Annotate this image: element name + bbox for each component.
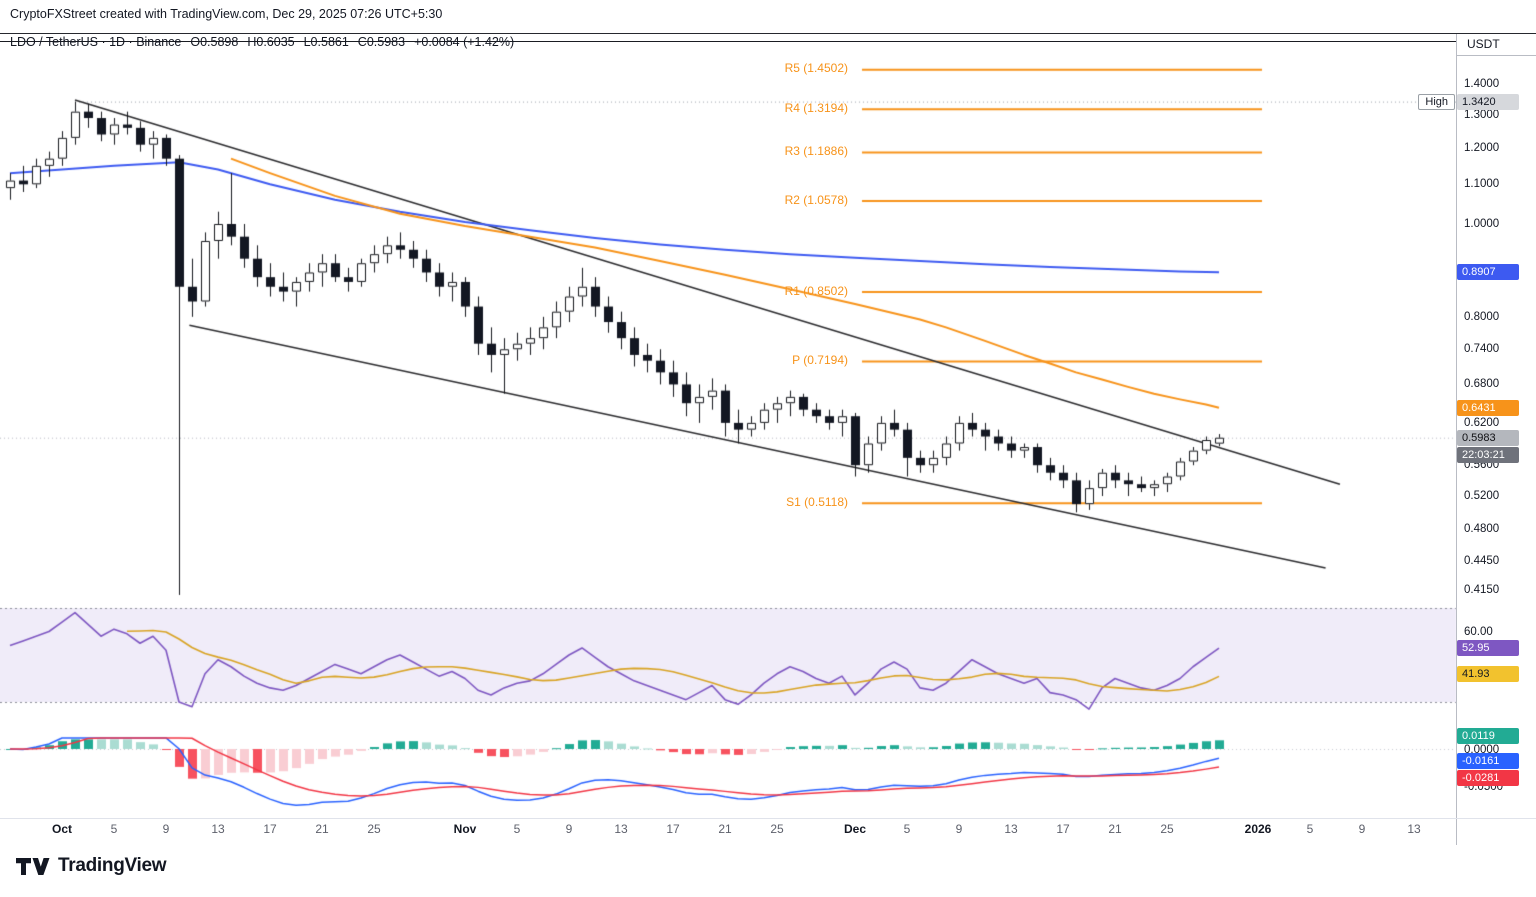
price-axis-label: 0.7400 (1464, 343, 1500, 356)
time-axis-label: Oct (51, 822, 73, 836)
orange-ma-price-badge: 0.6431 (1457, 399, 1519, 416)
time-axis-label: 13 (1407, 822, 1421, 836)
macd-value-badge: -0.0161 (1457, 752, 1519, 769)
tradingview-logo-text: TradingView (58, 855, 167, 876)
price-axis-label: 1.4000 (1464, 78, 1500, 90)
pivot-level-label: R2 (1.0578) (784, 192, 848, 207)
time-axis-label: 2026 (1244, 822, 1272, 836)
macd-hist-value-badge: 0.0119 (1457, 728, 1519, 745)
open-value: O0.5898 (190, 35, 239, 49)
price-axis-label: 1.3000 (1464, 108, 1500, 121)
time-axis-label: 21 (1108, 822, 1122, 836)
symbol-title[interactable]: LDO / TetherUS · 1D · Binance (10, 35, 182, 49)
time-axis[interactable]: Oct 5 9 13 17 21 25 Nov 5 9 13 17 21 25 Dec 5 9 13 17 21 25 2… (0, 820, 1456, 846)
rsi-ma-value-badge: 41.93 (1457, 665, 1519, 682)
time-axis-label: 5 (1306, 822, 1314, 836)
time-axis-label: 25 (367, 822, 381, 836)
blue-ma-price-badge: 0.8907 (1457, 264, 1519, 281)
close-value: C0.5983 (357, 35, 406, 49)
pane-top-border (0, 41, 1456, 42)
price-axis-label: 0.6200 (1464, 416, 1500, 429)
time-axis-label: 9 (1358, 822, 1366, 836)
time-axis-label: Dec (843, 822, 867, 836)
price-axis-label: 0.6800 (1464, 378, 1500, 391)
chart-credit: CryptoFXStreet created with TradingView.… (10, 7, 443, 21)
time-axis-label: 21 (718, 822, 732, 836)
change-value: +0.0084 (+1.42%) (414, 35, 515, 49)
pivot-level-label: R1 (0.8502) (784, 283, 848, 298)
price-axis-label: 1.0000 (1464, 217, 1500, 230)
time-axis-label: 5 (513, 822, 521, 836)
symbol-info-bar[interactable]: LDO / TetherUS · 1D · Binance O0.5898 H0.6… (10, 35, 523, 49)
price-axis-label: 0.5200 (1464, 490, 1500, 503)
time-axis-label: 17 (1056, 822, 1070, 836)
pivot-level-label: R4 (1.3194) (784, 100, 848, 115)
time-axis-label: 25 (1160, 822, 1174, 836)
chart-top-border (0, 33, 1536, 34)
time-axis-label: 25 (770, 822, 784, 836)
currency-label: USDT (1457, 33, 1536, 56)
price-axis-label: 1.2000 (1464, 142, 1500, 155)
macd-signal-value-badge: -0.0281 (1457, 769, 1519, 786)
rsi-axis-label: 60.00 (1464, 625, 1493, 638)
price-axis-label: 0.8000 (1464, 310, 1500, 323)
time-axis-label: 17 (263, 822, 277, 836)
time-axis-label: Nov (453, 822, 477, 836)
low-value: L0.5861 (303, 35, 349, 49)
price-axis-label: 0.4450 (1464, 554, 1500, 567)
time-axis-label: 9 (162, 822, 170, 836)
tradingview-logo-icon (16, 857, 50, 875)
pivot-level-label: R3 (1.1886) (784, 144, 848, 159)
high-price-badge: 1.3420 (1457, 93, 1519, 110)
time-axis-border (0, 818, 1536, 819)
pivot-level-label: R5 (1.4502) (784, 61, 848, 76)
time-axis-label: 5 (110, 822, 118, 836)
time-axis-label: 9 (955, 822, 963, 836)
time-axis-label: 17 (666, 822, 680, 836)
pivot-level-label: P (0.7194) (792, 353, 848, 367)
tradingview-logo[interactable]: TradingView (16, 855, 167, 877)
bar-countdown-badge: 22:03:21 (1457, 446, 1519, 463)
last-price-badge: 0.5983 (1457, 429, 1519, 446)
time-axis-label: 13 (211, 822, 225, 836)
high-marker-label: High (1418, 93, 1455, 110)
price-axis-label: 0.4800 (1464, 523, 1500, 536)
high-value: H0.6035 (247, 35, 295, 49)
pivot-level-label: S1 (0.5118) (786, 494, 848, 509)
time-axis-label: 13 (614, 822, 628, 836)
time-axis-label: 5 (903, 822, 911, 836)
time-axis-label: 9 (565, 822, 573, 836)
rsi-value-badge: 52.95 (1457, 640, 1519, 657)
time-axis-label: 21 (315, 822, 329, 836)
price-axis-label: 0.4150 (1464, 583, 1500, 596)
time-axis-label: 13 (1004, 822, 1018, 836)
price-axis-label: 1.1000 (1464, 178, 1500, 191)
